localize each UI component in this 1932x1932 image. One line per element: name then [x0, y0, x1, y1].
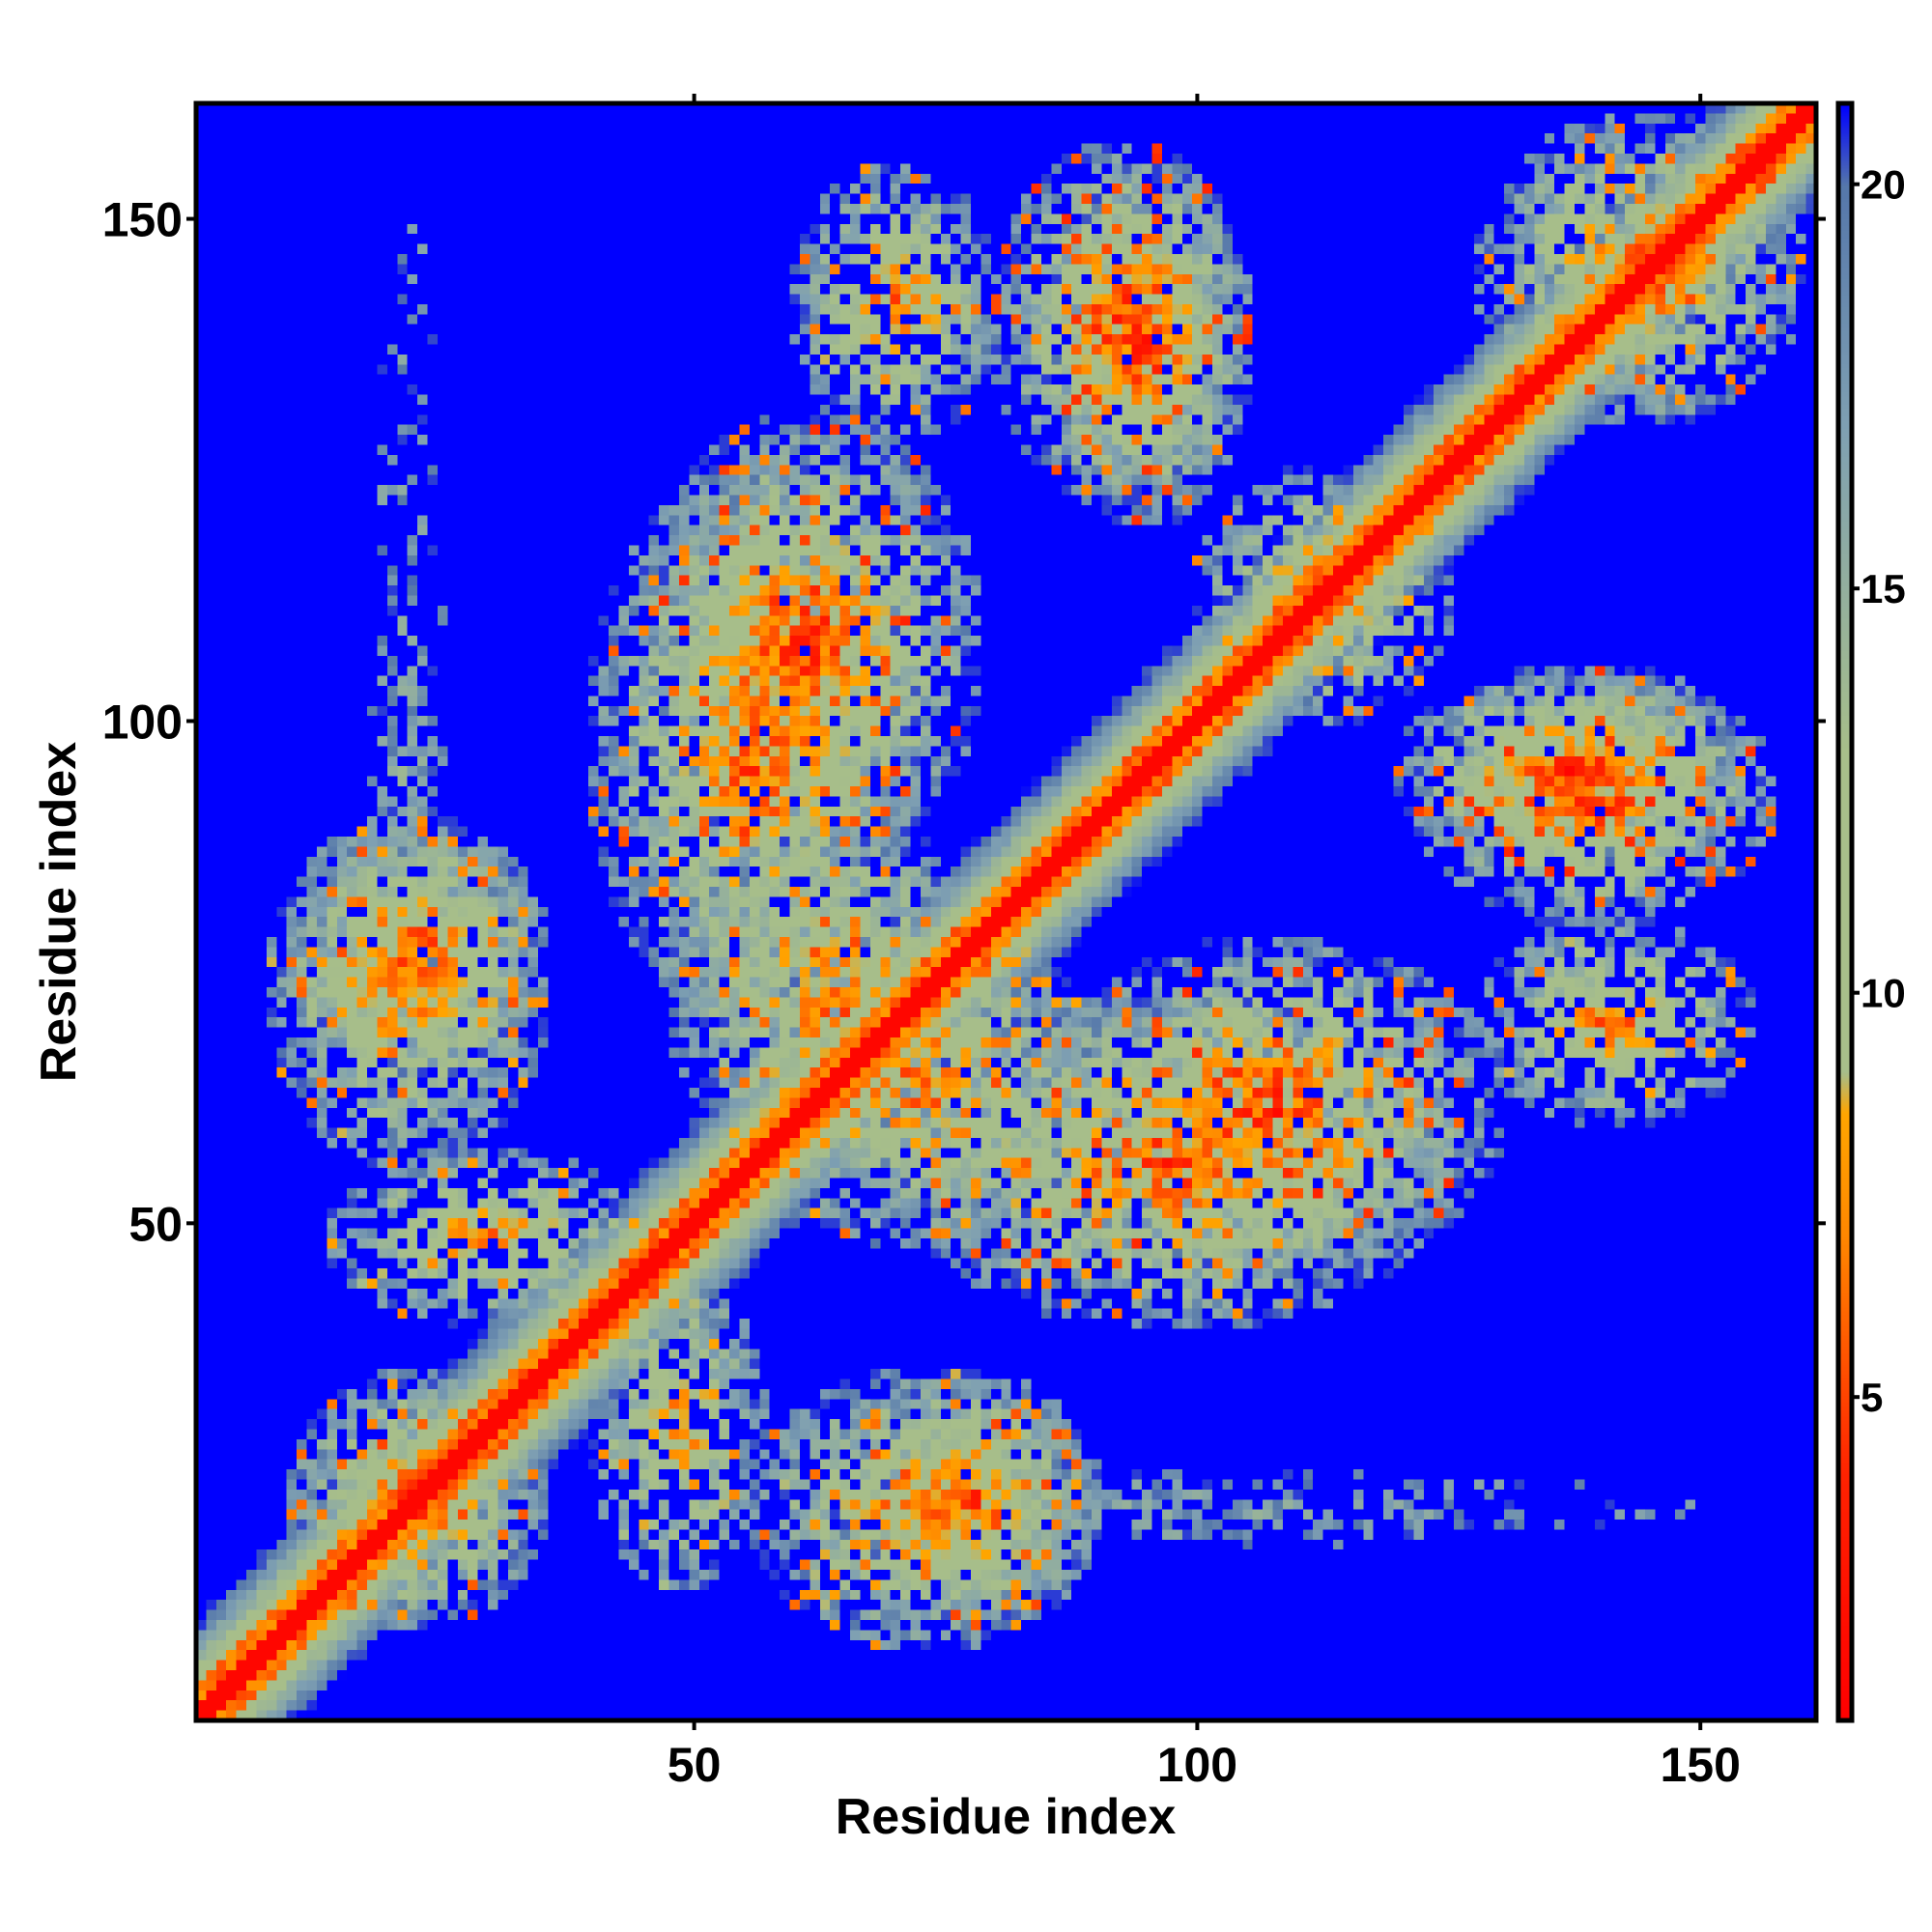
- colorbar-tick-label: 15: [1861, 566, 1906, 611]
- x-tick-label: 50: [668, 1738, 722, 1792]
- plot-frame: [193, 100, 1819, 1723]
- colorbar-tick-label: 5: [1861, 1375, 1883, 1420]
- x-tick-label: 100: [1157, 1738, 1237, 1792]
- x-axis-ticks: 50 100 150: [668, 94, 1741, 1792]
- colorbar-gradient: [1838, 103, 1852, 1720]
- y-axis-ticks: 50 100 150: [102, 193, 1826, 1251]
- x-tick-label: 150: [1660, 1738, 1740, 1792]
- colorbar-ticks: 5 10 15 20: [1852, 162, 1906, 1420]
- y-axis-title: Residue index: [31, 742, 87, 1083]
- x-axis-title: Residue index: [836, 1789, 1177, 1845]
- colorbar-frame: [1835, 100, 1855, 1723]
- y-tick-label: 50: [128, 1197, 183, 1251]
- y-tick-label: 150: [102, 193, 183, 247]
- y-tick-label: 100: [102, 695, 183, 749]
- colorbar-tick-label: 10: [1861, 971, 1906, 1016]
- heatmap-image: [196, 103, 1816, 1720]
- colorbar-tick-label: 20: [1861, 162, 1906, 208]
